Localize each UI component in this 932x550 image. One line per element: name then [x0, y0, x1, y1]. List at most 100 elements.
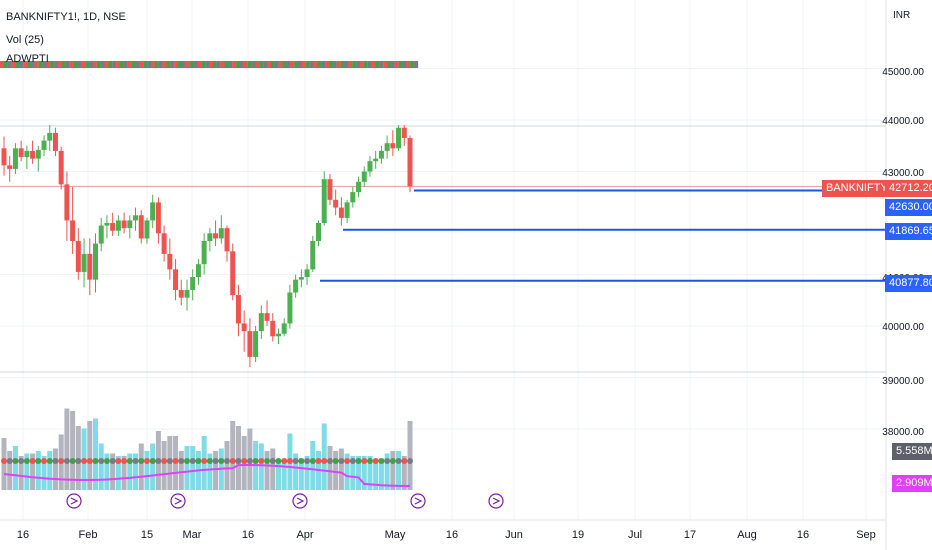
volume-bar [230, 421, 236, 490]
indicator-square [228, 61, 233, 68]
y-tick-label: 43000.00 [882, 168, 924, 179]
volume-signal-dot [18, 458, 25, 464]
indicator-square [154, 61, 159, 68]
candle-body [224, 228, 230, 252]
volume-signal-dot [1, 458, 7, 464]
candle-body [110, 223, 116, 231]
volume-signal-dot [264, 458, 271, 464]
indicator-legend[interactable]: ADWPTI [6, 53, 49, 65]
candle-body [12, 148, 18, 169]
indicator-square [193, 61, 198, 68]
volume-signal-dot [286, 458, 293, 464]
volume-bar [361, 456, 367, 490]
volume-bar [52, 448, 58, 490]
indicator-square [123, 61, 128, 68]
indicator-square [58, 61, 63, 68]
volume-bar [281, 458, 287, 490]
volume-bar [18, 456, 24, 490]
indicator-square [340, 61, 345, 68]
indicator-square [294, 61, 299, 68]
symbol-legend[interactable]: BANKNIFTY1!, 1D, NSE [6, 11, 126, 23]
indicator-square [73, 61, 78, 68]
indicator-square [81, 61, 86, 68]
y-tick-label: 45000.00 [882, 67, 924, 78]
indicator-square [181, 61, 186, 68]
arrow-marker-icon [296, 497, 305, 505]
candle-body [258, 313, 264, 332]
indicator-square [336, 61, 341, 68]
candle-body [184, 289, 190, 298]
indicator-square [390, 61, 395, 68]
x-tick-label: 17 [684, 529, 696, 541]
indicator-square [119, 61, 124, 68]
candle-body [138, 215, 144, 239]
volume-signal-dot [241, 458, 248, 464]
volume-signal-dot [149, 458, 156, 464]
volume-bar [396, 451, 402, 490]
indicator-square [375, 61, 380, 68]
indicator-square [100, 61, 105, 68]
volume-signal-dot [338, 458, 345, 464]
candle-body [281, 323, 287, 334]
candle-body [58, 150, 64, 185]
indicator-square [282, 61, 287, 68]
candle-body [18, 148, 24, 158]
volume-signal-dot [35, 458, 42, 464]
volume-legend[interactable]: Vol (25) [6, 34, 44, 46]
volume-signal-dot [252, 458, 259, 464]
volume-signal-dot [98, 458, 105, 464]
x-tick-label: Feb [79, 529, 98, 541]
volume-signal-dot [29, 458, 36, 464]
indicator-square [139, 61, 144, 68]
candle-body [167, 253, 173, 270]
candle-body [344, 202, 350, 218]
indicator-square [216, 61, 221, 68]
indicator-square [263, 61, 268, 68]
indicator-square [313, 61, 318, 68]
indicator-square [232, 61, 237, 68]
candle-body [173, 269, 179, 290]
indicator-square [321, 61, 326, 68]
candle-body [121, 220, 127, 229]
volume-bar [24, 453, 30, 490]
indicator-square [30, 61, 35, 68]
volume-bar [127, 453, 133, 490]
x-tick-label: Sep [856, 529, 876, 541]
candle-body [30, 150, 36, 159]
volume-signal-dot [172, 458, 179, 464]
volume-bar [356, 456, 362, 490]
candle-body [1, 148, 7, 166]
candle-body [396, 127, 402, 149]
volume-bar [344, 453, 350, 490]
candle-body [293, 279, 299, 293]
volume-signal-dot [349, 458, 356, 464]
y-tick-label: 40000.00 [882, 322, 924, 333]
volume-signal-dot [109, 458, 116, 464]
indicator-square [42, 61, 47, 68]
candle-body [361, 171, 367, 182]
x-tick-label: 16 [446, 529, 458, 541]
candle-body [190, 277, 196, 290]
indicator-square [236, 61, 241, 68]
candle-body [70, 220, 76, 242]
candle-body [316, 223, 322, 242]
indicator-square [201, 61, 206, 68]
volume-signal-dot [166, 458, 173, 464]
candle-body [75, 241, 81, 272]
x-tick-label: Mar [183, 529, 202, 541]
indicator-square [158, 61, 163, 68]
indicator-square [212, 61, 217, 68]
x-tick-label: May [385, 529, 406, 541]
indicator-square [15, 61, 20, 68]
volume-bar [115, 456, 121, 490]
indicator-square [178, 61, 183, 68]
candle-body [384, 143, 390, 151]
indicator-square [402, 61, 407, 68]
indicator-square [50, 61, 55, 68]
volume-signal-dot [372, 458, 379, 464]
volume-signal-dot [161, 458, 168, 464]
volume-bar [270, 448, 276, 490]
currency-label: INR [893, 10, 910, 21]
indicator-square [270, 61, 275, 68]
